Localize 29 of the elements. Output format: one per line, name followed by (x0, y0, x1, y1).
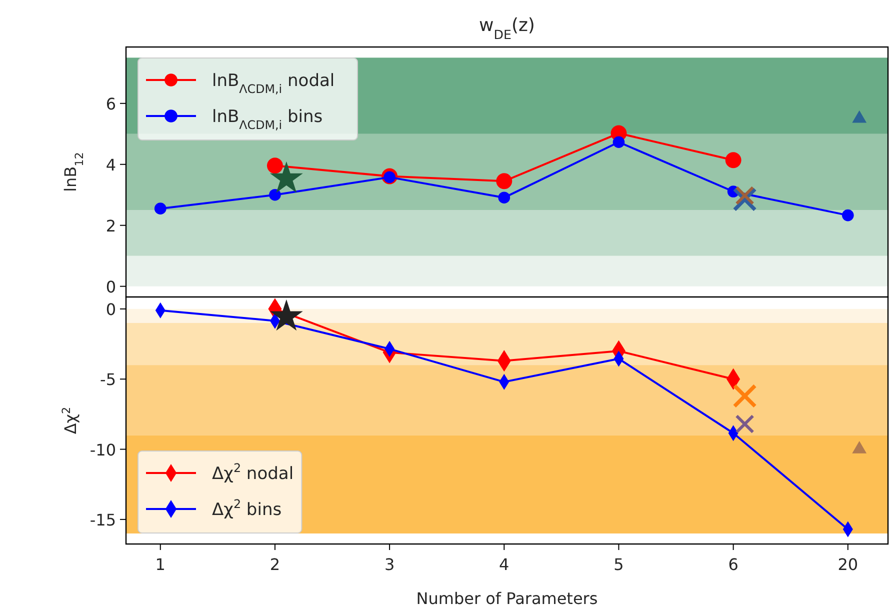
y-tick-label: -15 (90, 510, 116, 530)
x-tick-label: 5 (614, 555, 624, 574)
y-tick-label: 0 (106, 277, 116, 296)
legend-label: Δχ$^{2}$ bins (212, 497, 282, 520)
point (496, 173, 512, 190)
legend-label: lnB$_{ΛCDM,i}$ bins (212, 107, 323, 132)
legend-label: lnB$_{ΛCDM,i}$ nodal (212, 71, 335, 96)
point (842, 209, 854, 222)
point (612, 136, 625, 148)
x-axis-title: Number of Parameters (416, 589, 598, 608)
y-tick-label: 4 (106, 155, 116, 174)
x-tick-label: 3 (384, 555, 395, 574)
point (266, 158, 283, 174)
point (154, 202, 166, 214)
x-tick-label: 20 (838, 555, 858, 574)
x-tick-label: 1 (155, 555, 166, 574)
chart-title: w$_{DE}$(z) (479, 15, 535, 42)
point (725, 152, 742, 168)
y-tick-label: 6 (106, 94, 116, 114)
y-tick-label: -10 (90, 440, 116, 460)
x-tick-label: 2 (270, 555, 280, 574)
point (269, 188, 281, 201)
y-tick-label: -5 (100, 370, 116, 390)
y-tick-label: 2 (106, 216, 116, 236)
point (498, 192, 510, 204)
legend-label: Δχ$^{2}$ nodal (212, 461, 294, 484)
x-tick-label: 4 (499, 555, 510, 574)
y-tick-label: 0 (106, 300, 116, 319)
x-tick-label: 6 (728, 555, 738, 574)
